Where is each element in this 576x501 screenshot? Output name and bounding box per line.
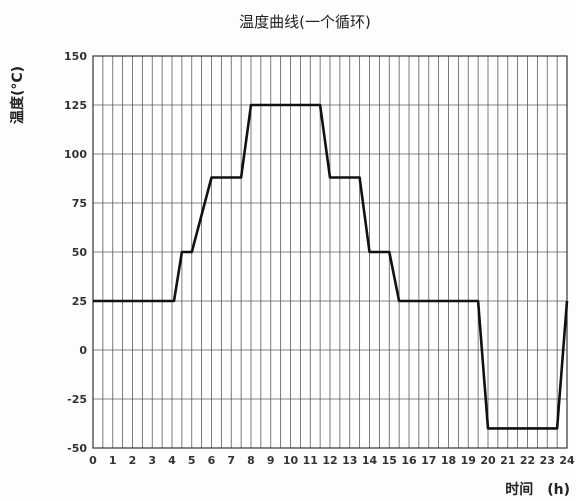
x-tick-label: 11	[303, 454, 318, 467]
x-tick-labels: 0 1 2 3 4 5 6 7 8 9 10 11 12 13 14 15 16 17 18 19 20 21 22 23 24	[89, 454, 575, 467]
y-tick-label: -25	[67, 393, 87, 406]
y-tick-labels: 150 125 100 75 50 25 0 -25 -50	[64, 50, 87, 455]
chart-title: 温度曲线(一个循环)	[239, 13, 371, 31]
y-tick-label: 75	[72, 197, 87, 210]
x-tick-label: 23	[540, 454, 555, 467]
x-tick-label: 19	[461, 454, 476, 467]
x-tick-label: 5	[188, 454, 196, 467]
x-tick-label: 6	[208, 454, 216, 467]
y-tick-label: 0	[79, 344, 87, 357]
x-tick-label: 21	[500, 454, 515, 467]
y-tick-label: 50	[72, 246, 88, 259]
x-tick-label: 16	[401, 454, 417, 467]
x-tick-label: 9	[267, 454, 275, 467]
y-axis-title: 温度(°C)	[9, 66, 26, 124]
x-axis-title: 时间 (h)	[505, 481, 570, 498]
x-tick-label: 7	[227, 454, 235, 467]
y-tick-label: 125	[64, 99, 87, 112]
x-tick-label: 20	[480, 454, 496, 467]
x-tick-label: 15	[382, 454, 397, 467]
x-tick-label: 12	[322, 454, 337, 467]
x-tick-label: 22	[520, 454, 535, 467]
x-tick-label: 8	[247, 454, 255, 467]
x-tick-label: 14	[362, 454, 378, 467]
x-tick-label: 10	[283, 454, 299, 467]
y-tick-label: -50	[67, 442, 87, 455]
x-tick-label: 24	[559, 454, 575, 467]
x-tick-label: 18	[441, 454, 456, 467]
series-layer	[93, 103, 569, 430]
x-tick-label: 13	[342, 454, 357, 467]
plot-frame	[92, 55, 568, 449]
temperature-series-line	[93, 103, 569, 430]
x-tick-label: 3	[148, 454, 156, 467]
y-tick-label: 25	[72, 295, 87, 308]
y-tick-label: 150	[64, 50, 87, 63]
x-tick-label: 17	[421, 454, 436, 467]
x-tick-label: 4	[168, 454, 176, 467]
y-tick-label: 100	[64, 148, 87, 161]
x-tick-label: 0	[89, 454, 97, 467]
x-tick-label: 1	[109, 454, 117, 467]
x-tick-label: 2	[129, 454, 137, 467]
